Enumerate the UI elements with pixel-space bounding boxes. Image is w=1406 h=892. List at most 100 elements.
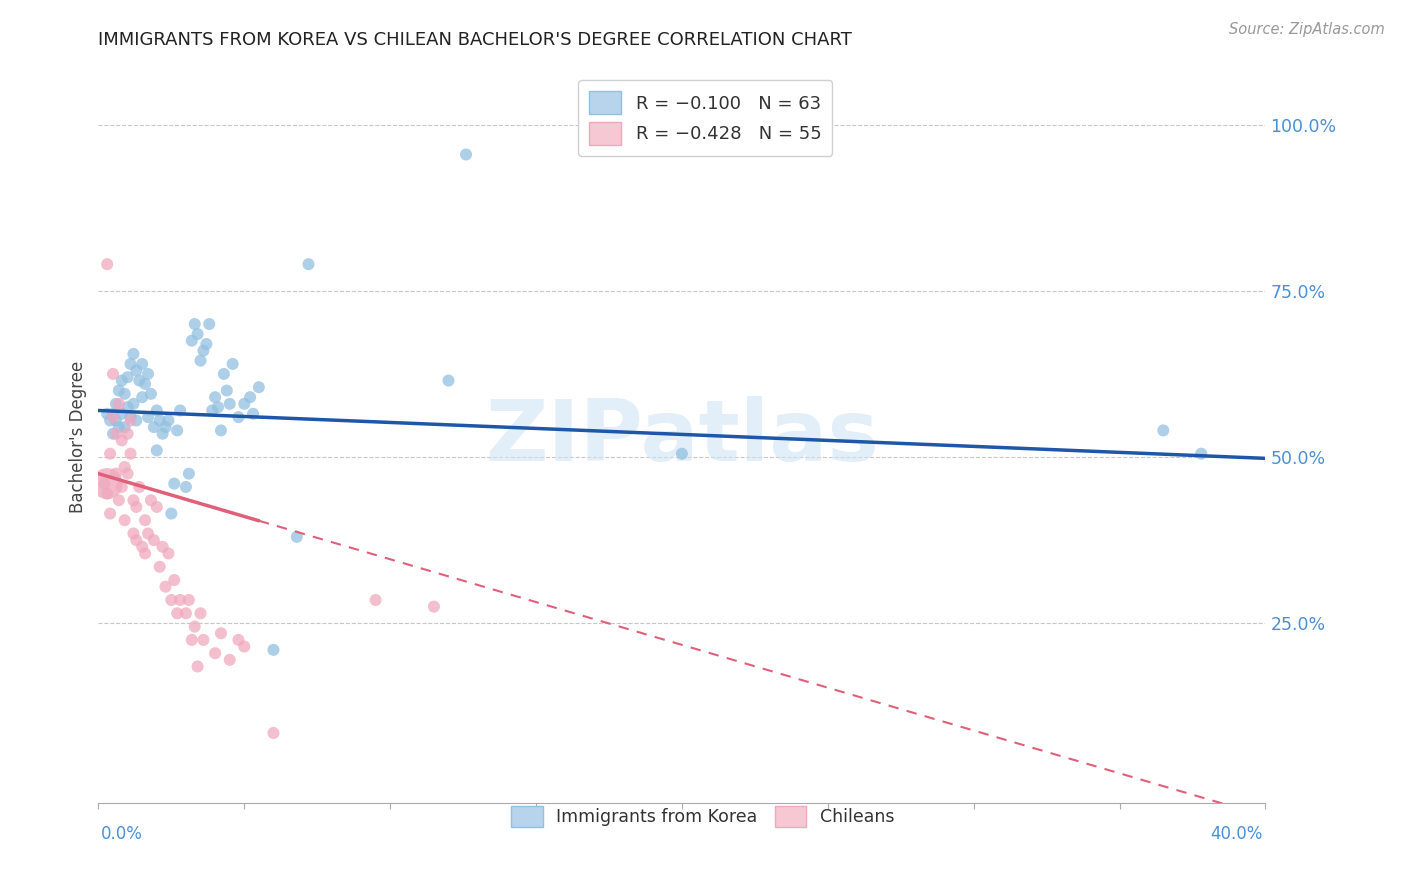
- Point: [122, 493, 145, 508]
- Point: [96, 257, 118, 271]
- Point: [117, 426, 139, 441]
- Point: [166, 424, 188, 438]
- Point: [122, 526, 145, 541]
- Y-axis label: Bachelor's Degree: Bachelor's Degree: [69, 361, 87, 513]
- Point: [96, 407, 118, 421]
- Point: [111, 407, 134, 421]
- Point: [215, 384, 238, 398]
- Point: [209, 424, 232, 438]
- Legend: R = −0.100   N = 63, R = −0.428   N = 55: R = −0.100 N = 63, R = −0.428 N = 55: [578, 80, 832, 156]
- Point: [134, 546, 156, 560]
- Point: [108, 420, 131, 434]
- Point: [120, 413, 142, 427]
- Point: [128, 374, 150, 388]
- Point: [146, 403, 169, 417]
- Point: [285, 530, 308, 544]
- Point: [122, 347, 145, 361]
- Legend: Immigrants from Korea, Chileans: Immigrants from Korea, Chileans: [505, 799, 901, 834]
- Point: [297, 257, 319, 271]
- Point: [364, 593, 387, 607]
- Point: [108, 493, 131, 508]
- Point: [93, 476, 115, 491]
- Point: [120, 410, 142, 425]
- Point: [111, 374, 134, 388]
- Point: [228, 410, 250, 425]
- Point: [101, 367, 124, 381]
- Point: [177, 467, 200, 481]
- Point: [177, 593, 200, 607]
- Point: [125, 413, 148, 427]
- Point: [134, 513, 156, 527]
- Point: [209, 626, 232, 640]
- Point: [183, 317, 205, 331]
- Point: [1152, 424, 1174, 438]
- Point: [136, 410, 159, 425]
- Point: [242, 407, 264, 421]
- Point: [111, 480, 134, 494]
- Point: [193, 343, 215, 358]
- Point: [98, 507, 121, 521]
- Point: [142, 420, 165, 434]
- Point: [218, 397, 240, 411]
- Point: [247, 380, 270, 394]
- Point: [190, 607, 212, 621]
- Point: [437, 374, 460, 388]
- Point: [142, 533, 165, 548]
- Point: [114, 420, 136, 434]
- Point: [104, 467, 127, 481]
- Point: [98, 447, 121, 461]
- Text: Source: ZipAtlas.com: Source: ZipAtlas.com: [1229, 22, 1385, 37]
- Point: [183, 619, 205, 633]
- Point: [262, 643, 284, 657]
- Point: [212, 367, 235, 381]
- Point: [108, 397, 131, 411]
- Point: [98, 413, 121, 427]
- Point: [204, 646, 226, 660]
- Point: [454, 147, 477, 161]
- Point: [180, 632, 202, 647]
- Point: [149, 559, 172, 574]
- Point: [174, 607, 197, 621]
- Point: [131, 357, 153, 371]
- Point: [160, 507, 183, 521]
- Point: [204, 390, 226, 404]
- Point: [221, 357, 243, 371]
- Point: [152, 426, 174, 441]
- Point: [108, 384, 131, 398]
- Point: [239, 390, 262, 404]
- Point: [101, 426, 124, 441]
- Point: [114, 387, 136, 401]
- Point: [104, 426, 127, 441]
- Point: [114, 460, 136, 475]
- Point: [114, 513, 136, 527]
- Point: [125, 500, 148, 514]
- Point: [136, 367, 159, 381]
- Point: [111, 434, 134, 448]
- Point: [671, 447, 693, 461]
- Point: [149, 413, 172, 427]
- Point: [125, 363, 148, 377]
- Point: [101, 410, 124, 425]
- Point: [174, 480, 197, 494]
- Point: [157, 413, 180, 427]
- Point: [146, 443, 169, 458]
- Point: [96, 486, 118, 500]
- Point: [117, 370, 139, 384]
- Point: [218, 653, 240, 667]
- Point: [120, 447, 142, 461]
- Point: [117, 400, 139, 414]
- Point: [104, 413, 127, 427]
- Point: [207, 400, 229, 414]
- Point: [104, 397, 127, 411]
- Point: [193, 632, 215, 647]
- Point: [139, 387, 162, 401]
- Point: [163, 476, 186, 491]
- Point: [187, 326, 209, 341]
- Text: 0.0%: 0.0%: [101, 825, 143, 843]
- Text: 40.0%: 40.0%: [1211, 825, 1263, 843]
- Point: [131, 540, 153, 554]
- Point: [233, 640, 256, 654]
- Point: [155, 580, 177, 594]
- Point: [160, 593, 183, 607]
- Point: [96, 476, 118, 491]
